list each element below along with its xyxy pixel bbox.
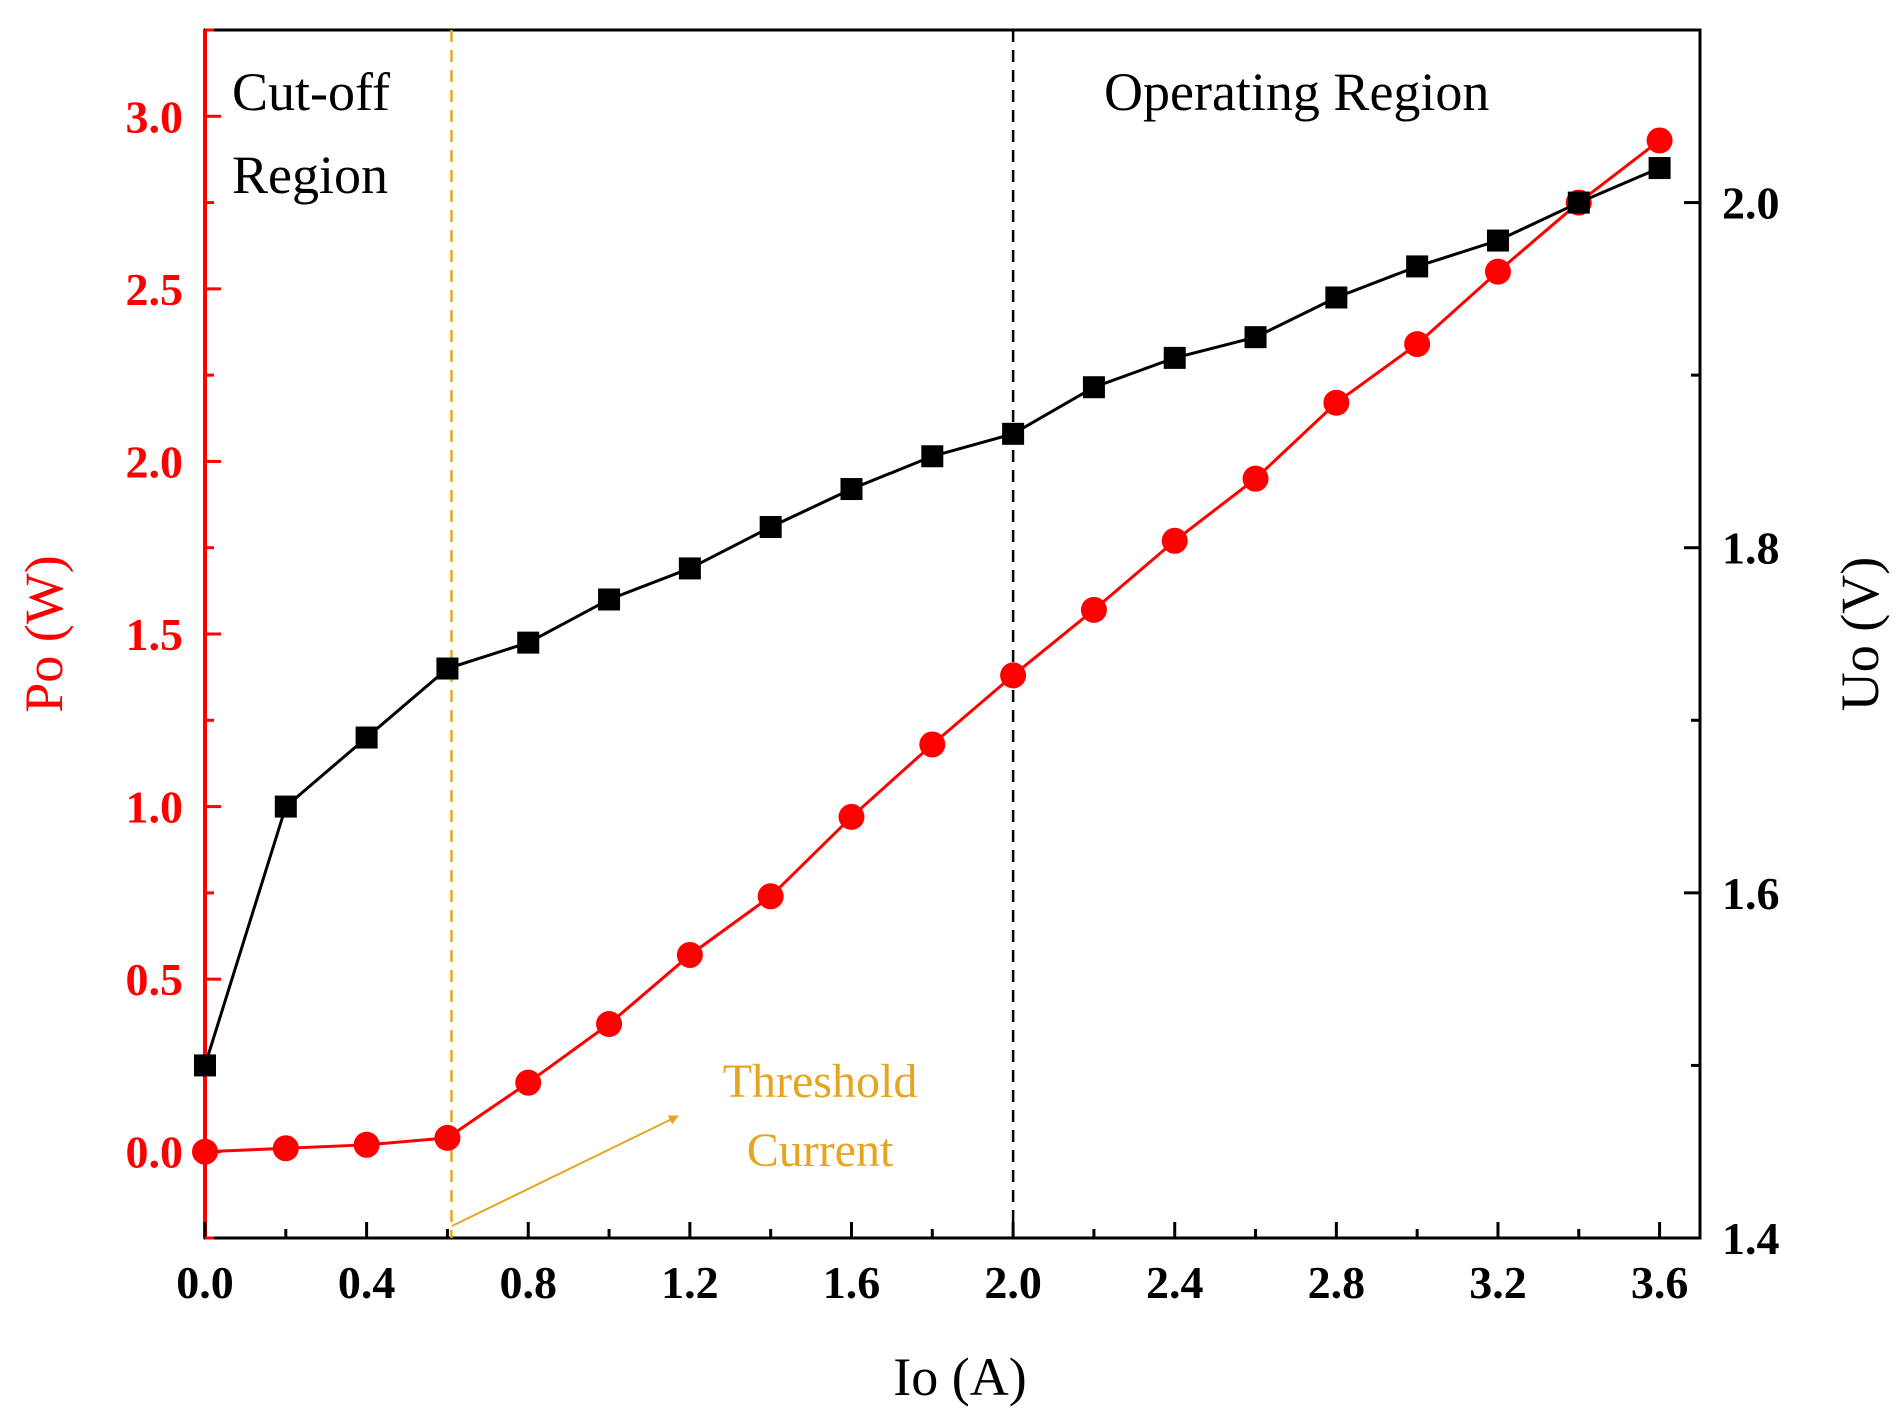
- data-point: [274, 795, 297, 818]
- data-point: [192, 1138, 218, 1165]
- x-axis-title: Io (A): [893, 1347, 1026, 1407]
- x-tick-label: 2.4: [1146, 1257, 1204, 1308]
- operating-region-label: Operating Region: [1104, 62, 1489, 122]
- data-point: [434, 1124, 461, 1151]
- cutoff-region-label-2: Region: [232, 145, 388, 205]
- data-point: [1244, 326, 1267, 349]
- data-point: [1646, 127, 1673, 154]
- x-tick-label: 0.8: [499, 1257, 557, 1308]
- right-tick-label: 1.4: [1722, 1213, 1780, 1264]
- left-tick-label: 2.0: [126, 436, 184, 487]
- threshold-arrow: [451, 1115, 679, 1227]
- data-point: [1242, 465, 1269, 492]
- data-point: [1323, 389, 1350, 416]
- right-tick-label: 1.8: [1722, 523, 1780, 574]
- x-tick-label: 0.0: [176, 1257, 234, 1308]
- data-point: [598, 588, 621, 611]
- data-point: [1567, 191, 1590, 214]
- data-point: [1648, 157, 1671, 180]
- right-tick-label: 1.6: [1722, 868, 1780, 919]
- right-axis-ticks: 1.4 1.6 1.8 2.0: [1684, 28, 1780, 1264]
- threshold-label-2: Current: [747, 1124, 894, 1177]
- data-point: [838, 803, 865, 830]
- x-tick-label: 2.0: [984, 1257, 1042, 1308]
- data-point: [1406, 255, 1429, 278]
- data-point: [515, 1069, 542, 1096]
- left-tick-label: 2.5: [126, 264, 184, 315]
- x-tick-label: 0.4: [338, 1257, 396, 1308]
- x-axis-ticks: 0.0 0.4 0.8 1.2 1.6 2.0 2.4 2.8 3.2 3.6: [176, 1222, 1688, 1308]
- data-point: [1082, 376, 1105, 399]
- series-line: [204, 139, 1661, 1154]
- data-point: [596, 1011, 623, 1038]
- data-point: [194, 1054, 216, 1077]
- series-layer: [192, 127, 1673, 1165]
- plot-frame: [203, 28, 1702, 1240]
- x-tick-label: 3.2: [1469, 1257, 1527, 1308]
- right-axis-title: Uo (V): [1830, 557, 1890, 711]
- data-point: [1080, 596, 1107, 623]
- data-point: [1000, 662, 1027, 689]
- data-point: [1325, 286, 1348, 309]
- left-axis-title: Po (W): [14, 555, 74, 712]
- data-point: [353, 1131, 380, 1158]
- data-point: [1002, 422, 1025, 445]
- right-tick-label: 2.0: [1722, 178, 1780, 229]
- data-point: [921, 445, 944, 468]
- data-point: [757, 883, 784, 910]
- data-point: [1486, 229, 1509, 252]
- series-po: [192, 127, 1673, 1165]
- x-tick-label: 1.6: [823, 1257, 881, 1308]
- data-point: [1163, 346, 1186, 369]
- x-tick-label: 2.8: [1308, 1257, 1366, 1308]
- data-point: [1404, 331, 1431, 358]
- left-tick-label: 1.0: [126, 782, 184, 833]
- data-point: [676, 941, 703, 968]
- left-tick-label: 0.0: [126, 1127, 184, 1178]
- left-tick-label: 3.0: [126, 91, 184, 142]
- series-uo: [194, 157, 1671, 1077]
- series-line: [203, 166, 1661, 1066]
- x-tick-label: 3.6: [1631, 1257, 1689, 1308]
- left-axis-ticks: 0.0 0.5 1.0 1.5 2.0 2.5 3.0: [126, 28, 221, 1240]
- data-point: [355, 726, 378, 749]
- data-point: [272, 1135, 299, 1162]
- data-point: [436, 657, 459, 680]
- data-point: [759, 516, 782, 539]
- x-tick-label: 1.2: [661, 1257, 719, 1308]
- data-point: [840, 478, 863, 501]
- threshold-label-1: Threshold: [723, 1055, 918, 1108]
- data-point: [678, 557, 701, 580]
- cutoff-region-label-1: Cut-off: [232, 62, 390, 122]
- left-tick-label: 1.5: [126, 609, 184, 660]
- data-point: [1484, 258, 1511, 285]
- data-point: [517, 631, 540, 654]
- data-point: [1161, 527, 1188, 554]
- data-point: [919, 731, 946, 758]
- left-tick-label: 0.5: [126, 954, 184, 1005]
